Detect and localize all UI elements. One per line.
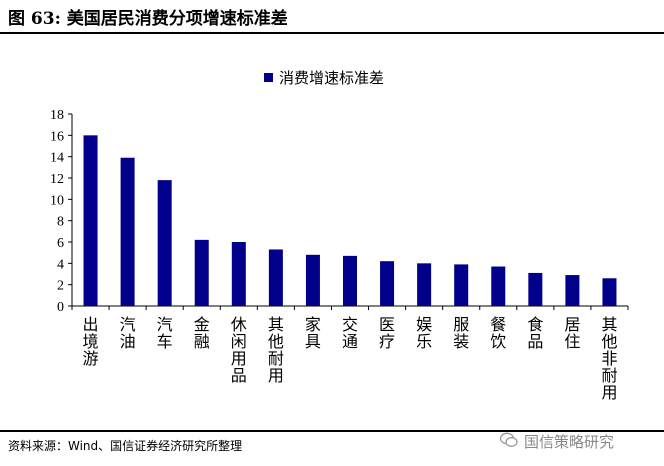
x-tick-label: 交 (342, 315, 358, 334)
bar (380, 261, 395, 306)
bar (83, 135, 98, 306)
x-tick-label: 用 (268, 366, 284, 385)
x-tick-label: 装 (453, 332, 469, 351)
legend-swatch (264, 73, 273, 82)
x-tick-label: 闲 (231, 332, 247, 351)
x-tick-label: 车 (157, 332, 173, 351)
x-tick-label: 家 (305, 315, 321, 334)
x-tick-label: 用 (601, 383, 617, 402)
x-tick-label: 金 (194, 315, 210, 334)
y-tick-label: 10 (50, 193, 64, 208)
x-tick-label: 耐 (268, 349, 284, 368)
x-tick-label: 通 (342, 332, 358, 351)
y-tick-label: 16 (50, 129, 64, 144)
bar (120, 157, 135, 306)
x-tick-label: 他 (268, 332, 284, 351)
bar (417, 263, 432, 306)
x-tick-label: 油 (120, 332, 136, 351)
bar (231, 242, 246, 306)
x-tick-label: 医 (379, 315, 395, 334)
y-tick-label: 8 (57, 215, 64, 230)
x-tick-label: 境 (83, 332, 99, 351)
x-tick-label: 非 (601, 349, 617, 368)
x-tick-label: 融 (194, 332, 210, 351)
bar (565, 275, 580, 306)
x-tick-label: 用 (231, 349, 247, 368)
x-tick-label: 乐 (416, 332, 432, 351)
figure-title: 图 63: 美国居民消费分项增速标准差 (8, 9, 288, 29)
x-tick-label: 耐 (601, 366, 617, 385)
y-tick-label: 2 (57, 279, 64, 294)
bar (157, 180, 172, 306)
top-rule (0, 32, 664, 34)
x-tick-label: 品 (231, 366, 247, 385)
x-tick-label: 汽 (120, 315, 136, 334)
x-tick-label: 游 (83, 349, 99, 368)
bar (602, 278, 617, 306)
y-tick-label: 12 (50, 172, 64, 187)
wechat-icon (500, 432, 518, 447)
x-tick-label: 疗 (379, 332, 395, 351)
x-tick-label: 出 (83, 315, 99, 334)
x-tick-label: 居 (564, 315, 580, 334)
x-tick-label: 服 (453, 315, 469, 334)
x-tick-label: 饮 (490, 332, 506, 351)
x-tick-label: 其 (601, 315, 617, 334)
y-tick-label: 14 (50, 151, 64, 166)
y-tick-label: 0 (57, 300, 64, 315)
bar (268, 249, 283, 306)
bar (454, 264, 469, 306)
x-tick-label: 食 (527, 315, 543, 334)
y-tick-label: 18 (50, 108, 64, 123)
x-tick-label: 住 (564, 332, 580, 351)
bar (305, 254, 320, 306)
bottom-rule (0, 430, 664, 432)
y-tick-label: 4 (57, 257, 64, 272)
x-tick-label: 其 (268, 315, 284, 334)
bar (343, 255, 357, 306)
x-tick-label: 具 (305, 332, 321, 351)
bar (528, 272, 543, 306)
bar (194, 239, 209, 306)
x-tick-label: 娱 (416, 315, 432, 334)
watermark: 国信策略研究 (524, 433, 615, 451)
bar-chart: 消费增速标准差024681012141618出境游汽油汽车金融休闲用品其他耐用家… (50, 69, 629, 402)
x-tick-label: 他 (601, 332, 617, 351)
y-tick-label: 6 (57, 236, 64, 251)
x-tick-label: 品 (527, 332, 543, 351)
source-note: 资料来源：Wind、国信证券经济研究所整理 (8, 439, 243, 453)
bar (491, 266, 506, 306)
legend-label: 消费增速标准差 (279, 69, 384, 87)
x-tick-label: 餐 (490, 315, 506, 334)
x-tick-label: 汽 (157, 315, 173, 334)
x-tick-label: 休 (231, 315, 247, 334)
